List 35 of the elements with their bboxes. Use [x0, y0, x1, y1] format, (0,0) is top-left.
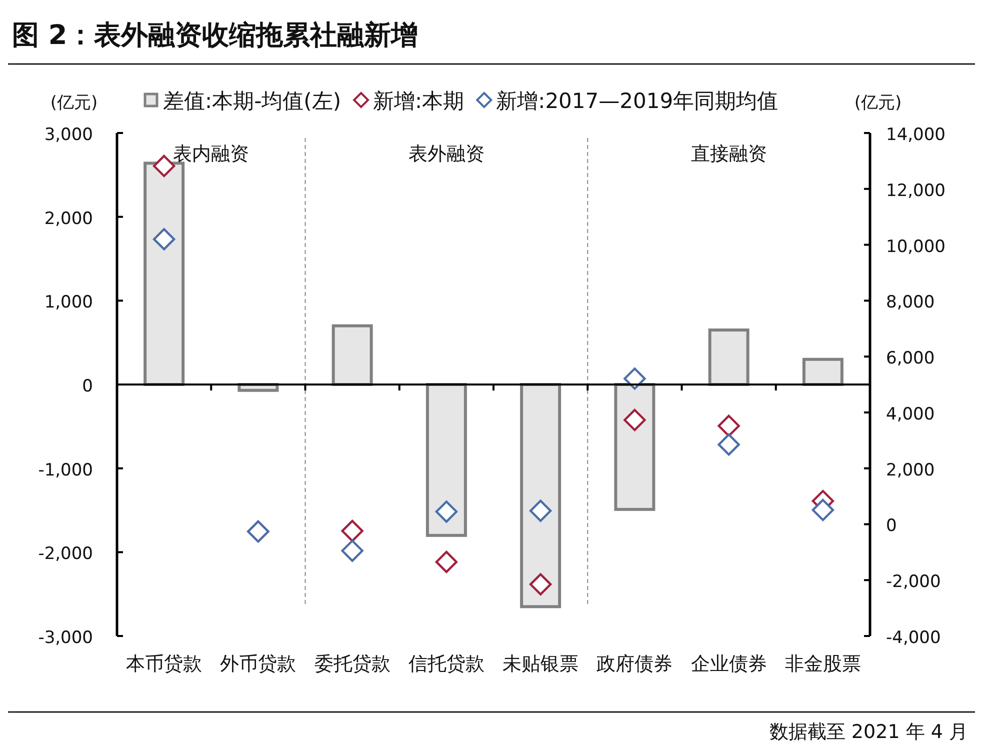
annotation: 表内融资	[173, 143, 250, 165]
y-axis-title: (亿元)	[50, 93, 98, 113]
chart-title: 图 2：表外融资收缩拖累社融新增	[12, 20, 418, 51]
y-tick-label: -2,000	[38, 544, 93, 564]
y2-tick-label: 6,000	[886, 348, 935, 369]
y2-tick-label: 0	[886, 516, 897, 536]
x-tick-label: 委托贷款	[314, 653, 390, 675]
x-tick-label: 本币贷款	[126, 653, 202, 675]
y-tick-label: 2,000	[44, 208, 93, 229]
y-tick-label: 3,000	[44, 125, 93, 145]
y-tick-label: -1,000	[38, 460, 93, 480]
x-tick-label: 信托贷款	[408, 653, 484, 675]
y2-tick-label: 2,000	[886, 460, 935, 480]
text: 数据截至 2021 年 4 月	[769, 721, 968, 743]
x-tick-label: 政府债券	[596, 653, 673, 675]
y2-tick-label: 14,000	[886, 125, 946, 145]
x-tick-label: 企业债券	[690, 653, 767, 675]
y2-tick-label: 4,000	[886, 404, 935, 424]
x-tick-label: 未贴银票	[502, 653, 579, 675]
annotation: 表外融资	[408, 143, 484, 165]
y2-tick-label: -2,000	[886, 572, 941, 592]
x-tick-label: 外币贷款	[220, 653, 296, 675]
y2-tick-label: -4,000	[886, 628, 941, 648]
annotation: 直接融资	[690, 143, 767, 165]
legend-label: 差值:本期-均值(左)	[163, 89, 342, 113]
y-tick-label: 0	[82, 376, 93, 396]
y2-tick-label: 8,000	[886, 292, 935, 313]
legend-label: 新增:本期	[373, 89, 464, 113]
y2-tick-label: 12,000	[886, 180, 946, 201]
y-tick-label: -3,000	[38, 628, 93, 648]
x-tick-label: 非金股票	[784, 653, 861, 675]
legend-label: 新增:2017—2019年同期均值	[496, 89, 778, 113]
y2-tick-label: 10,000	[886, 236, 946, 257]
y-tick-label: 1,000	[44, 292, 93, 313]
y2-axis-title: (亿元)	[854, 93, 902, 113]
